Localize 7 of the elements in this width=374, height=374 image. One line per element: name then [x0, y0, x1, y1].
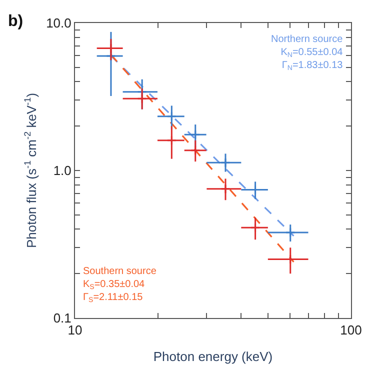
annotation: Southern source K$_{S}$=0.35±0.04 Γ$_{S}$=2.11±0.15 — [83, 266, 157, 304]
x-tick-label: 100 — [340, 322, 362, 338]
x-axis-title: Photon energy (keV) — [153, 349, 273, 364]
text: b) — [8, 13, 24, 30]
y-tick-label: 1.0 — [53, 163, 72, 178]
annotation: Northern source K$_{N}$=0.55±0.04 Γ$_{N}$=1.83±0.13 — [271, 34, 344, 72]
y-tick-label: 10.0 — [46, 16, 72, 31]
